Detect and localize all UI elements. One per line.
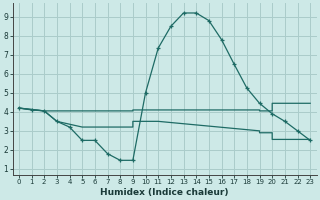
X-axis label: Humidex (Indice chaleur): Humidex (Indice chaleur) xyxy=(100,188,229,197)
